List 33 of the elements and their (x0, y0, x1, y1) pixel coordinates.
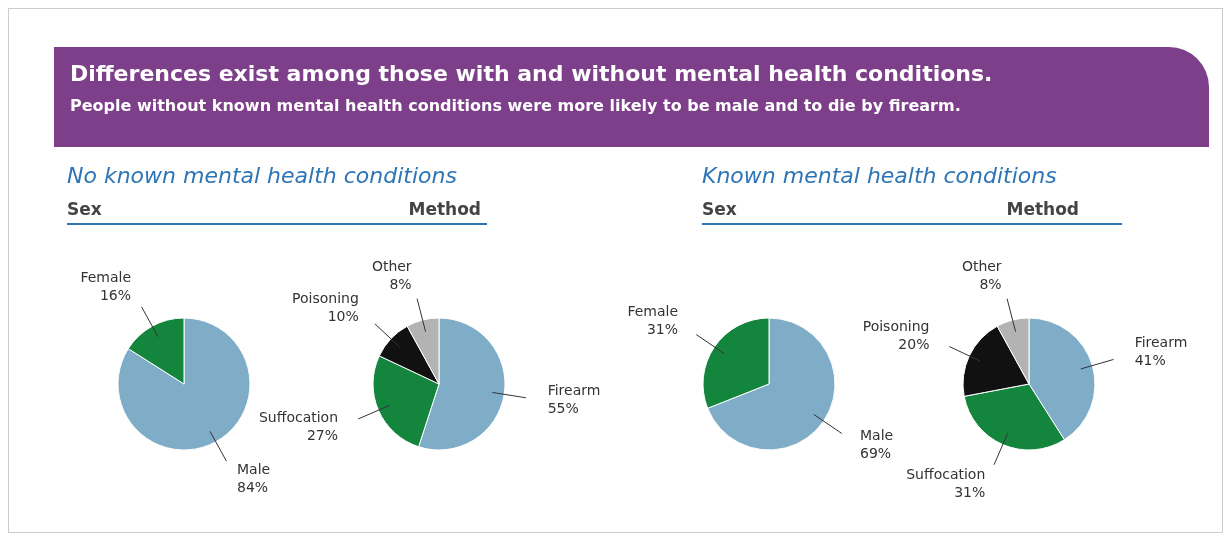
data-label: 84% (236, 479, 269, 496)
chart-subtitle: Sex (702, 199, 737, 219)
data-label: 10% (327, 307, 359, 324)
data-label: 8% (979, 276, 1002, 293)
slice-label: Poisoning (292, 289, 359, 306)
data-label: 20% (898, 336, 930, 353)
slice-label: Suffocation (906, 465, 986, 482)
slice-label: Female (627, 303, 679, 320)
chart-title: No known mental health conditions (67, 163, 457, 188)
text: Differences exist among those with and without mental health conditions. (70, 61, 994, 86)
text: People without known mental health conditions were more likely to be male and to die by firearm. (70, 96, 962, 115)
slice-label: Female (80, 268, 132, 285)
data-label: 55% (547, 400, 579, 417)
slice-label: Male (859, 426, 894, 443)
data-label: 27% (306, 426, 339, 443)
slice-label: Firearm (1134, 334, 1188, 351)
data-label: 8% (389, 276, 412, 293)
chart-subtitle: Sex (67, 199, 102, 219)
data-label: 31% (954, 483, 986, 500)
slice-label: Suffocation (258, 408, 339, 425)
slice-label: Poisoning (862, 318, 930, 335)
slice-label: Other (961, 258, 1002, 275)
slice-label: Male (236, 461, 271, 478)
slice-label: Other (371, 258, 412, 275)
pie-slice (117, 317, 251, 451)
slice-label: Firearm (547, 382, 601, 399)
chart-title: Method (1006, 199, 1079, 219)
chart-title: Known mental health conditions (702, 163, 1057, 188)
data-label: 16% (99, 286, 132, 303)
data-label: 69% (859, 444, 892, 461)
chart-title: Method (408, 199, 481, 219)
data-label: 41% (1134, 352, 1166, 369)
data-label: 31% (646, 321, 679, 338)
